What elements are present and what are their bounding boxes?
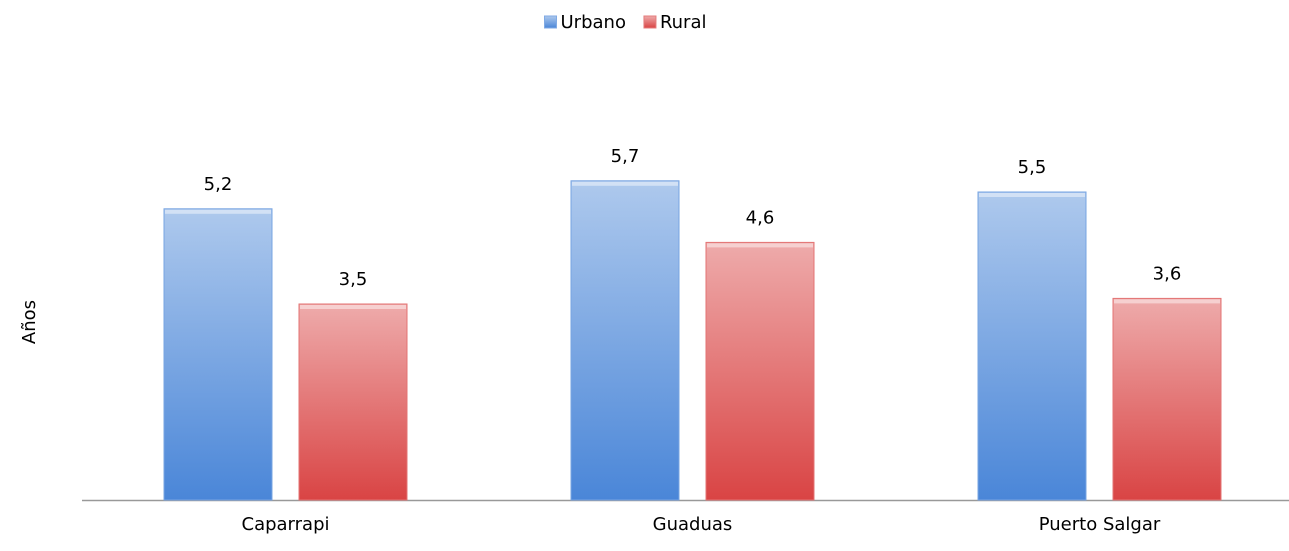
x-tick-label: Puerto Salgar <box>1039 514 1161 535</box>
data-label: 5,7 <box>611 146 640 167</box>
bar <box>977 191 1087 501</box>
legend-label: Rural <box>660 12 707 33</box>
legend-swatch <box>544 15 557 29</box>
y-axis-label: Años <box>19 300 40 344</box>
bar-highlight <box>572 181 678 186</box>
bar <box>1112 297 1222 501</box>
data-label: 3,5 <box>339 269 368 290</box>
bar-highlight <box>979 193 1085 197</box>
x-tick-label: Guaduas <box>653 514 733 535</box>
bar <box>163 208 273 501</box>
data-label: 5,2 <box>204 174 233 195</box>
bar <box>298 303 408 501</box>
legend-swatch <box>643 15 657 29</box>
bar-highlight <box>707 243 813 248</box>
data-label: 5,5 <box>1018 157 1047 178</box>
x-tick-label: Caparrapi <box>242 514 330 535</box>
bar-highlight <box>1114 299 1220 304</box>
bar-highlight <box>300 305 406 309</box>
bar <box>570 180 680 501</box>
bar-highlight <box>165 209 271 214</box>
data-label: 3,6 <box>1153 263 1182 284</box>
bar <box>705 241 815 501</box>
legend-label: Urbano <box>561 12 626 33</box>
data-label: 4,6 <box>746 207 775 228</box>
